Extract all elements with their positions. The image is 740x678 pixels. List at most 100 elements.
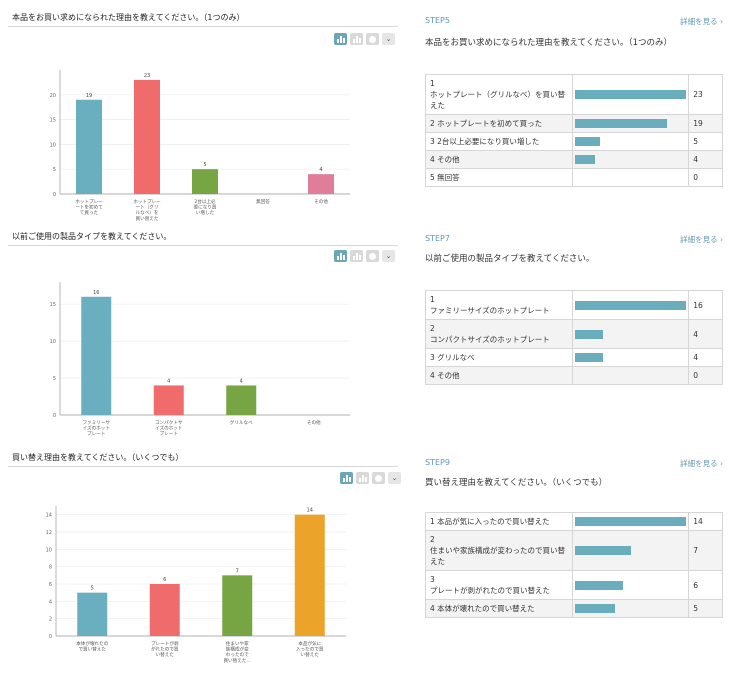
chevron-right-icon[interactable]: ›	[720, 17, 723, 26]
x-tick-label: その他	[314, 198, 328, 205]
bar[interactable]	[294, 514, 325, 636]
horizontal-bar	[575, 329, 604, 339]
detail-link[interactable]: 詳細を見る ›	[680, 16, 723, 27]
chevron-down-button[interactable]: ⌄	[382, 33, 395, 45]
bar[interactable]	[134, 79, 160, 194]
pie-chart-icon	[369, 35, 376, 43]
y-tick-label: 10	[50, 339, 56, 345]
bar[interactable]	[76, 99, 102, 194]
answer-label: 3 グリルなべ	[424, 348, 574, 367]
horizontal-bar	[575, 604, 615, 613]
data-label: 4	[167, 378, 170, 384]
y-tick-label: 6	[49, 582, 52, 588]
y-tick-label: 0	[49, 634, 52, 640]
y-tick-label: 0	[53, 413, 56, 419]
chevron-down-button[interactable]: ⌄	[388, 472, 401, 484]
detail-link-label[interactable]: 詳細を見る	[680, 235, 718, 244]
chevron-right-icon[interactable]: ›	[720, 459, 723, 468]
bar[interactable]	[226, 385, 257, 415]
answer-label: 4 その他	[424, 366, 574, 385]
y-tick-label: 15	[50, 302, 56, 308]
answer-label: 2 ホットプレートを初めて買った	[424, 114, 574, 133]
pie-chart-button[interactable]	[372, 472, 385, 484]
detail-link[interactable]: 詳細を見る ›	[680, 458, 723, 469]
data-label: 5	[203, 162, 206, 168]
chart-title: 買い替え理由を教えてください。（いくつでも）	[12, 453, 184, 462]
table-row: 3 2台以上必要になり買い増した 5	[424, 132, 723, 151]
chevron-right-icon[interactable]: ›	[720, 235, 723, 244]
y-tick-label: 5	[53, 376, 56, 382]
horizontal-bar	[575, 517, 687, 526]
table-row: 4 本体が壊れたので買い替えた 5	[424, 599, 723, 618]
results-table: 1 ホットプレート（グリルなべ）を買い替えた 23 2 ホットプレートを初めて買った 1…	[424, 74, 723, 187]
horizontal-bar	[575, 90, 687, 99]
bar-cell	[572, 366, 690, 385]
table-row: 4 その他 4	[424, 150, 723, 169]
bar-cell	[572, 290, 690, 320]
divider	[8, 245, 398, 246]
stacked-bar-icon	[358, 475, 367, 482]
table-row: 2 コンパクトサイズのホットプレート 4	[424, 319, 723, 349]
table-row: 3 グリルなべ 4	[424, 348, 723, 367]
bar-cell	[572, 599, 690, 618]
bar[interactable]	[153, 385, 184, 415]
answer-count: 19	[688, 114, 723, 133]
bar-chart-button[interactable]	[334, 250, 347, 262]
bar[interactable]	[149, 584, 180, 636]
divider	[8, 466, 398, 467]
step-section-7: STEP7 詳細を見る › 以前ご使用の製品タイプを教えてください。 1 ファミリ…	[424, 232, 723, 402]
bar-cell	[572, 319, 690, 349]
chart-toolbar: ⌄	[334, 33, 395, 45]
stacked-bar-button[interactable]	[356, 472, 369, 484]
detail-link-label[interactable]: 詳細を見る	[680, 459, 718, 468]
pie-chart-icon	[375, 474, 382, 482]
step-label: STEP9	[425, 458, 450, 467]
chart-title: 本品をお買い求めになられた理由を教えてください。（1つのみ）	[12, 13, 245, 22]
table-row: 1 ファミリーサイズのホットプレート 16	[424, 290, 723, 320]
pie-chart-icon	[369, 252, 376, 260]
y-tick-label: 5	[53, 167, 56, 173]
chart-toolbar: ⌄	[334, 250, 395, 262]
horizontal-bar	[575, 300, 687, 310]
x-tick-label: 本体が壊れたので買い替えた	[76, 640, 109, 653]
pie-chart-button[interactable]	[366, 33, 379, 45]
bar-cell	[572, 168, 690, 187]
answer-count: 4	[688, 319, 723, 349]
answer-label: 5 無回答	[424, 168, 574, 187]
x-tick-label: ホットプレーートを初めてて買った	[75, 199, 103, 216]
step-label: STEP7	[425, 234, 450, 243]
stacked-bar-button[interactable]	[350, 33, 363, 45]
answer-label: 1 本品が気に入ったので買い替えた	[424, 512, 574, 531]
stacked-bar-icon	[352, 253, 361, 260]
horizontal-bar	[575, 137, 600, 146]
x-tick-label: 無回答	[256, 198, 270, 205]
bar-chart-button[interactable]	[340, 472, 353, 484]
stacked-bar-button[interactable]	[350, 250, 363, 262]
table-row: 3 プレートが剥がれたので買い替えた 6	[424, 570, 723, 600]
detail-link-label[interactable]: 詳細を見る	[680, 17, 718, 26]
answer-count: 5	[688, 132, 723, 151]
answer-count: 0	[688, 366, 723, 385]
bar[interactable]	[81, 296, 112, 415]
pie-chart-button[interactable]	[366, 250, 379, 262]
bar-chart-icon	[336, 253, 345, 260]
bar[interactable]	[192, 169, 218, 194]
y-tick-label: 12	[46, 530, 52, 536]
bar-chart-2: 0 5 10 15 16 ファミリーサイズのホットプレート 4 コンパクトサイズのホットプレー…	[50, 282, 350, 437]
answer-count: 14	[688, 512, 723, 531]
detail-link[interactable]: 詳細を見る ›	[680, 234, 723, 245]
bar-chart-button[interactable]	[334, 33, 347, 45]
answer-label: 2 コンパクトサイズのホットプレート	[424, 319, 574, 349]
table-row: 1 ホットプレート（グリルなべ）を買い替えた 23	[424, 74, 723, 115]
answer-label: 1 ファミリーサイズのホットプレート	[424, 290, 574, 320]
answer-count: 4	[688, 150, 723, 169]
bar[interactable]	[308, 174, 334, 194]
bar[interactable]	[222, 575, 253, 636]
chevron-down-button[interactable]: ⌄	[382, 250, 395, 262]
chevron-down-icon: ⌄	[385, 35, 392, 43]
x-tick-label: 住まいや家族構成が変わったので買い替えた…	[223, 640, 251, 664]
chart-panel-2: 以前ご使用の製品タイプを教えてください。 ⌄ 0 5 10 15 16 ファミリーサイズの…	[8, 225, 398, 440]
horizontal-bar	[575, 119, 667, 128]
bar[interactable]	[77, 592, 108, 636]
y-tick-label: 10	[46, 547, 52, 553]
